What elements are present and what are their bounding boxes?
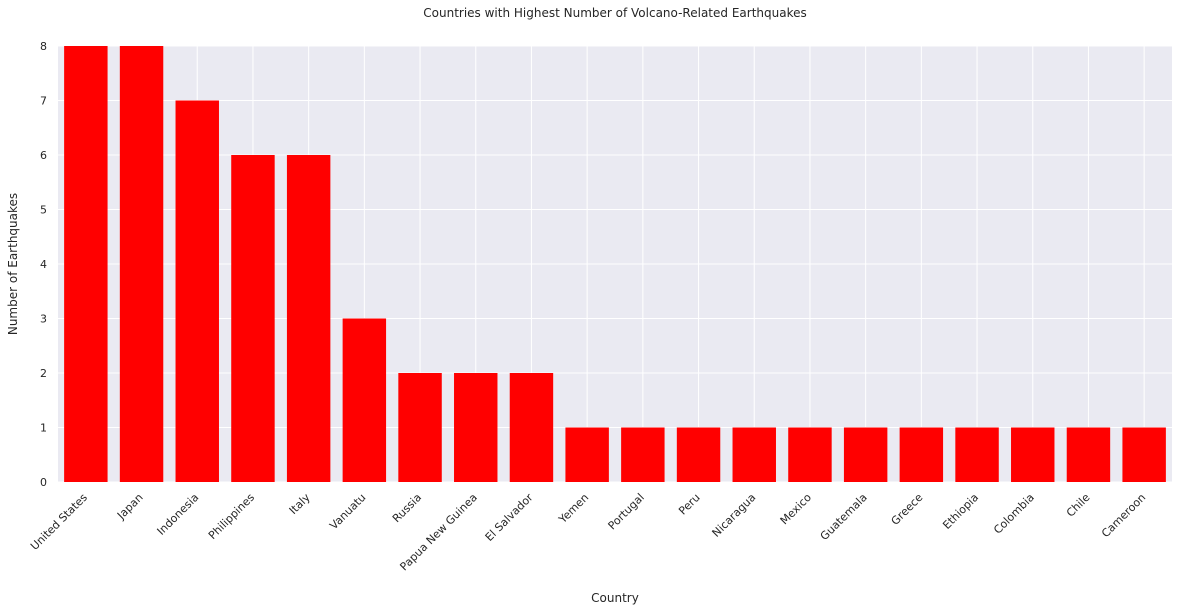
x-tick-label: Italy — [287, 491, 313, 517]
y-tick-label: 0 — [40, 476, 47, 489]
x-axis-label: Country — [591, 591, 639, 605]
bar-vanuatu — [342, 318, 387, 482]
x-tick-label: El Salvador — [483, 491, 536, 544]
x-tick-label: Chile — [1064, 491, 1093, 520]
y-tick-label: 4 — [40, 258, 47, 271]
x-tick-label: Guatemala — [818, 491, 870, 543]
bar-el-salvador — [509, 373, 554, 482]
bar-mexico — [788, 427, 832, 482]
y-axis-label: Number of Earthquakes — [6, 193, 20, 335]
bar-greece — [899, 427, 944, 482]
bar-italy — [286, 155, 331, 482]
bar-chile — [1066, 427, 1111, 482]
bar-colombia — [1011, 427, 1055, 482]
bar-japan — [119, 46, 164, 482]
x-tick-label: Peru — [676, 491, 703, 518]
x-tick-label: Portugal — [606, 491, 647, 532]
x-tick-label: Cameroon — [1099, 491, 1148, 540]
x-tick-label: Vanuatu — [327, 491, 368, 532]
bar-papua-new-guinea — [454, 373, 498, 482]
bar-nicaragua — [732, 427, 776, 482]
bar-yemen — [565, 427, 609, 482]
x-tick-labels: United States Japan Indonesia Philippines It… — [28, 491, 1148, 574]
x-tick-label: Greece — [889, 491, 926, 528]
y-tick-label: 1 — [40, 422, 47, 435]
y-tick-label: 6 — [40, 149, 47, 162]
bar-guatemala — [843, 427, 888, 482]
x-tick-label: Russia — [390, 491, 424, 525]
y-tick-label: 8 — [40, 40, 47, 53]
x-tick-label: Mexico — [778, 491, 815, 528]
x-tick-label: Ethiopia — [940, 491, 981, 532]
x-tick-label: Yemen — [556, 491, 592, 527]
bar-philippines — [231, 155, 275, 482]
x-tick-label: Japan — [114, 491, 146, 523]
y-tick-label: 3 — [40, 313, 47, 326]
bar-united-states — [64, 46, 108, 482]
x-tick-label: United States — [28, 491, 90, 553]
bar-portugal — [621, 427, 665, 482]
y-tick-label: 2 — [40, 367, 47, 380]
bar-indonesia — [175, 100, 219, 482]
bar-peru — [676, 427, 721, 482]
x-tick-label: Philippines — [206, 491, 257, 542]
bars-layer — [64, 46, 1166, 482]
chart-title: Countries with Highest Number of Volcano… — [423, 6, 806, 20]
x-tick-label: Colombia — [991, 491, 1037, 537]
bar-ethiopia — [955, 427, 999, 482]
bar-russia — [398, 373, 442, 482]
y-tick-label: 5 — [40, 204, 47, 217]
y-tick-label: 7 — [40, 95, 47, 108]
y-tick-labels: 0 1 2 3 4 5 6 7 8 — [40, 40, 47, 489]
bar-cameroon — [1122, 427, 1166, 482]
x-tick-label: Indonesia — [155, 491, 202, 538]
x-tick-label: Nicaragua — [710, 491, 759, 540]
